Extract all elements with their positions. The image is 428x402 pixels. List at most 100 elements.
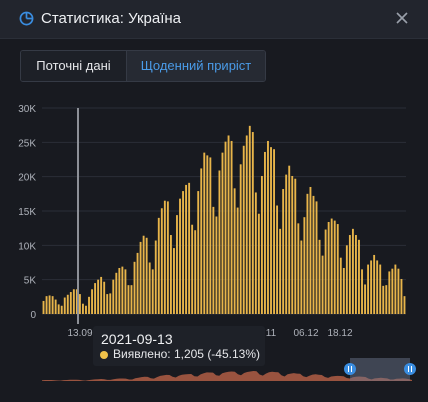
bar <box>251 132 254 314</box>
bar <box>267 140 269 314</box>
bar <box>115 272 118 314</box>
bar <box>182 191 184 314</box>
bar <box>163 200 166 314</box>
bar <box>42 300 45 314</box>
bar <box>54 299 57 314</box>
data-tabs: Поточні дані Щоденний приріст <box>20 50 266 82</box>
bar <box>291 175 294 314</box>
bar <box>72 289 75 314</box>
y-tick-label: 30K <box>18 104 36 115</box>
bar <box>403 296 406 314</box>
bar <box>185 184 188 314</box>
navigator-window <box>350 358 410 381</box>
dialog-title: Статистика: Україна <box>41 10 182 27</box>
bar <box>248 125 251 314</box>
x-tick-label: 18.12 <box>327 328 352 339</box>
bar <box>376 260 379 314</box>
bar <box>385 285 388 314</box>
bar <box>197 191 200 314</box>
bar <box>327 221 330 314</box>
bar <box>203 152 206 314</box>
bar <box>206 155 209 314</box>
bar <box>333 220 336 314</box>
bar <box>130 285 133 314</box>
handle-knob <box>344 363 356 375</box>
bar <box>260 175 263 314</box>
bar <box>342 267 345 314</box>
bar <box>400 278 403 314</box>
bar <box>318 239 321 314</box>
y-tick-label: 5K <box>24 276 37 287</box>
y-tick-label: 0 <box>30 310 36 321</box>
dialog-header: Статистика: Україна <box>0 0 428 39</box>
bar <box>45 296 48 314</box>
range-navigator[interactable] <box>42 358 416 381</box>
bar <box>127 285 130 314</box>
bar <box>227 135 230 314</box>
bar <box>288 165 291 314</box>
navigator-series <box>42 371 412 381</box>
bar <box>303 217 306 314</box>
bar <box>91 289 93 314</box>
bar <box>106 294 109 314</box>
x-tick-label: 06.12 <box>293 328 318 339</box>
y-tick-label: 20K <box>18 173 36 184</box>
bar <box>88 296 90 314</box>
chart-grid <box>42 107 406 315</box>
bar <box>336 224 339 314</box>
bar <box>382 285 385 314</box>
bar <box>297 223 300 314</box>
bar <box>233 188 236 314</box>
pie-chart-icon <box>19 11 34 26</box>
bar <box>191 224 194 314</box>
bar <box>66 294 69 314</box>
bar <box>142 235 145 314</box>
bar <box>345 245 348 314</box>
bar <box>60 305 63 314</box>
bar <box>173 248 175 314</box>
bar <box>330 218 333 314</box>
bar <box>230 140 233 314</box>
tooltip-date: 2021-09-13 <box>101 331 173 347</box>
bar <box>118 267 121 314</box>
bar <box>315 201 318 314</box>
close-icon[interactable] <box>394 10 410 26</box>
tab-daily-increase[interactable]: Щоденний приріст <box>127 51 265 81</box>
hover-line <box>77 108 79 324</box>
bar <box>57 304 60 314</box>
bar <box>51 296 54 314</box>
bar <box>285 174 288 314</box>
bar <box>367 264 370 314</box>
bar <box>339 257 342 314</box>
bar <box>294 178 297 314</box>
bar <box>397 268 400 314</box>
bar <box>148 262 151 314</box>
navigator-handle[interactable] <box>404 363 416 375</box>
bar <box>103 281 106 314</box>
y-tick-label: 10K <box>18 241 36 252</box>
bar <box>109 293 112 314</box>
bar <box>254 192 257 314</box>
chart-tooltip: 2021-09-13 Виявлено: 1,205 (-45.13%) <box>93 326 265 366</box>
y-axis: 0 5K 10K 15K 20K 25K 30K <box>18 104 36 321</box>
y-tick-label: 15K <box>18 207 36 218</box>
bar <box>85 305 87 314</box>
bar <box>370 260 373 314</box>
bar <box>270 147 272 314</box>
x-tick-label: 13.09 <box>67 328 92 339</box>
bar <box>361 269 363 314</box>
handle-knob <box>404 363 416 375</box>
bar <box>154 240 157 314</box>
bar <box>194 230 197 314</box>
navigator-handle[interactable] <box>344 363 356 375</box>
bar <box>179 198 181 314</box>
bar <box>242 145 245 314</box>
tab-current-data[interactable]: Поточні дані <box>21 51 127 81</box>
bar <box>82 303 84 314</box>
bar <box>358 239 360 314</box>
bar <box>273 149 275 314</box>
bar <box>257 213 260 314</box>
bar <box>63 297 66 314</box>
bar <box>69 292 72 314</box>
